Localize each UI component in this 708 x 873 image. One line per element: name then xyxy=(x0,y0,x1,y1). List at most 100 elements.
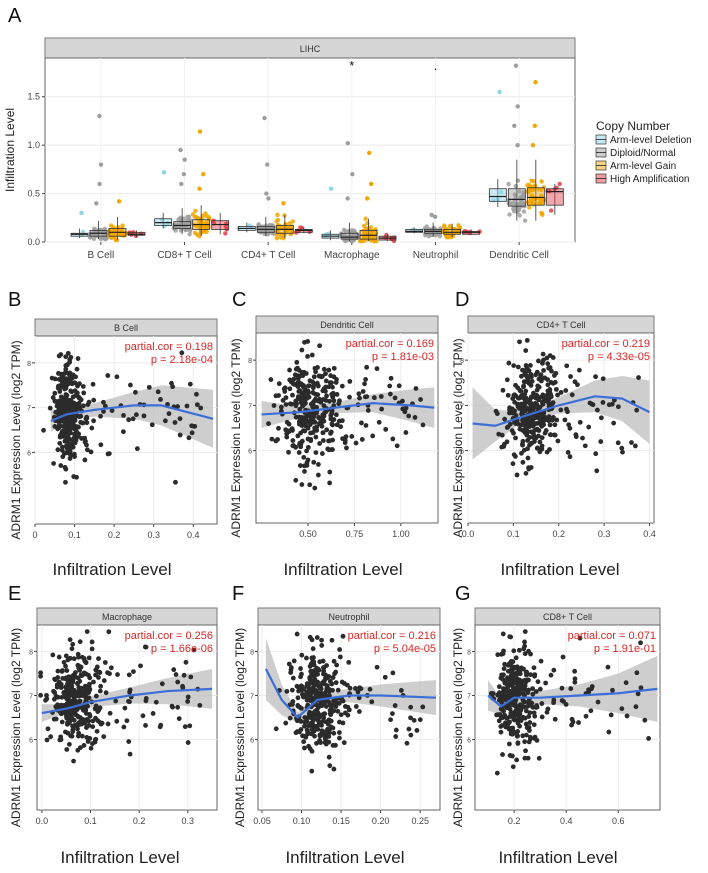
scatter-point xyxy=(505,392,511,398)
scatter-point xyxy=(113,698,119,704)
scatter-point xyxy=(324,393,329,399)
scatter-point xyxy=(107,710,113,716)
scatter-point xyxy=(305,425,311,431)
scatter-point xyxy=(298,683,304,689)
scatter-point xyxy=(85,402,91,407)
box-outlier xyxy=(266,196,271,201)
p-value-label: p = 1.66e-06 xyxy=(151,643,213,655)
scatter-point xyxy=(529,394,535,400)
jitter-point xyxy=(361,223,367,229)
y-tick-label: 7 xyxy=(467,693,471,700)
scatter-point xyxy=(402,409,408,415)
scatter-point xyxy=(353,440,359,446)
scatter-point xyxy=(520,417,525,423)
jitter-point xyxy=(346,237,352,242)
box-amplification xyxy=(211,212,230,236)
scatter-point xyxy=(305,729,311,735)
scatter-point xyxy=(295,384,301,389)
scatter-point xyxy=(64,362,70,368)
scatter-point xyxy=(323,378,329,384)
scatter-point xyxy=(56,377,62,382)
scatter-point xyxy=(176,716,182,722)
scatter-point xyxy=(356,709,362,714)
scatter-point xyxy=(58,463,64,468)
scatter-point xyxy=(516,647,522,653)
scatter-point xyxy=(495,652,501,658)
scatter-point xyxy=(321,418,327,424)
scatter-point xyxy=(507,719,512,725)
scatter-point xyxy=(71,435,77,441)
scatter-point xyxy=(507,680,513,685)
scatter-point xyxy=(55,683,61,688)
scatter-point xyxy=(290,675,296,681)
scatter-point xyxy=(68,691,74,697)
scatter-point xyxy=(299,482,305,487)
scatter-point xyxy=(317,441,323,446)
box-outlier xyxy=(350,172,355,177)
scatter-point xyxy=(638,685,644,691)
scatter-point xyxy=(61,659,67,665)
scatter-point xyxy=(313,450,319,455)
scatter-point xyxy=(88,449,94,455)
x-axis-label: Infiltration Level xyxy=(60,848,179,867)
scatter-point xyxy=(526,677,531,683)
scatter-point xyxy=(513,704,519,709)
scatter-point xyxy=(387,391,393,397)
scatter-point xyxy=(328,416,334,422)
box-amplification xyxy=(545,181,564,215)
scatter-point xyxy=(549,368,554,374)
panel-strip-title: Macrophage xyxy=(102,612,152,622)
panel-label-a: A xyxy=(8,5,22,27)
scatter-point xyxy=(522,371,528,376)
scatter-point xyxy=(121,412,126,418)
jitter-point xyxy=(540,200,545,206)
scatter-point xyxy=(623,680,629,686)
scatter-point xyxy=(320,430,326,436)
scatter-point xyxy=(528,701,534,707)
scatter-point xyxy=(63,653,69,659)
scatter-point xyxy=(301,402,307,408)
scatter-point xyxy=(509,753,515,759)
scatter-point xyxy=(347,685,353,691)
fit-line xyxy=(50,404,214,423)
scatter-point xyxy=(301,463,307,469)
box-deletion xyxy=(70,210,89,239)
scatter-point xyxy=(522,715,528,721)
scatter-point xyxy=(158,397,163,402)
scatter-point xyxy=(504,377,510,383)
x-axis-label: Infiltration Level xyxy=(283,560,402,579)
scatter-point xyxy=(301,392,306,398)
scatter-point xyxy=(545,361,551,367)
scatter-point xyxy=(298,727,304,732)
scatter-point xyxy=(289,687,295,693)
scatter-point xyxy=(56,407,62,413)
scatter-point xyxy=(383,426,389,432)
scatter-point xyxy=(629,440,634,445)
box-outlier xyxy=(265,162,270,167)
scatter-point xyxy=(316,414,322,420)
scatter-point xyxy=(84,447,90,453)
scatter-point xyxy=(523,470,529,476)
scatter-point xyxy=(528,429,534,435)
scatter-point xyxy=(289,426,295,432)
scatter-point xyxy=(589,686,594,692)
scatter-point xyxy=(72,454,77,459)
scatter-point xyxy=(569,722,574,728)
scatter-point xyxy=(331,398,337,404)
scatter-point xyxy=(526,714,532,719)
scatter-point xyxy=(494,411,500,417)
scatter-point xyxy=(524,379,529,385)
scatter-point xyxy=(173,479,178,485)
scatter-point xyxy=(63,424,69,430)
scatter-point xyxy=(175,404,181,409)
scatter-point xyxy=(172,420,178,425)
scatter-point xyxy=(70,641,76,647)
scatter-point xyxy=(390,670,396,676)
scatter-point xyxy=(527,442,532,448)
scatter-point xyxy=(294,359,300,365)
scatter-point xyxy=(330,743,336,748)
jitter-point xyxy=(193,208,198,214)
jitter-point xyxy=(539,210,544,216)
scatter-point xyxy=(50,652,56,658)
scatter-point xyxy=(333,700,338,705)
